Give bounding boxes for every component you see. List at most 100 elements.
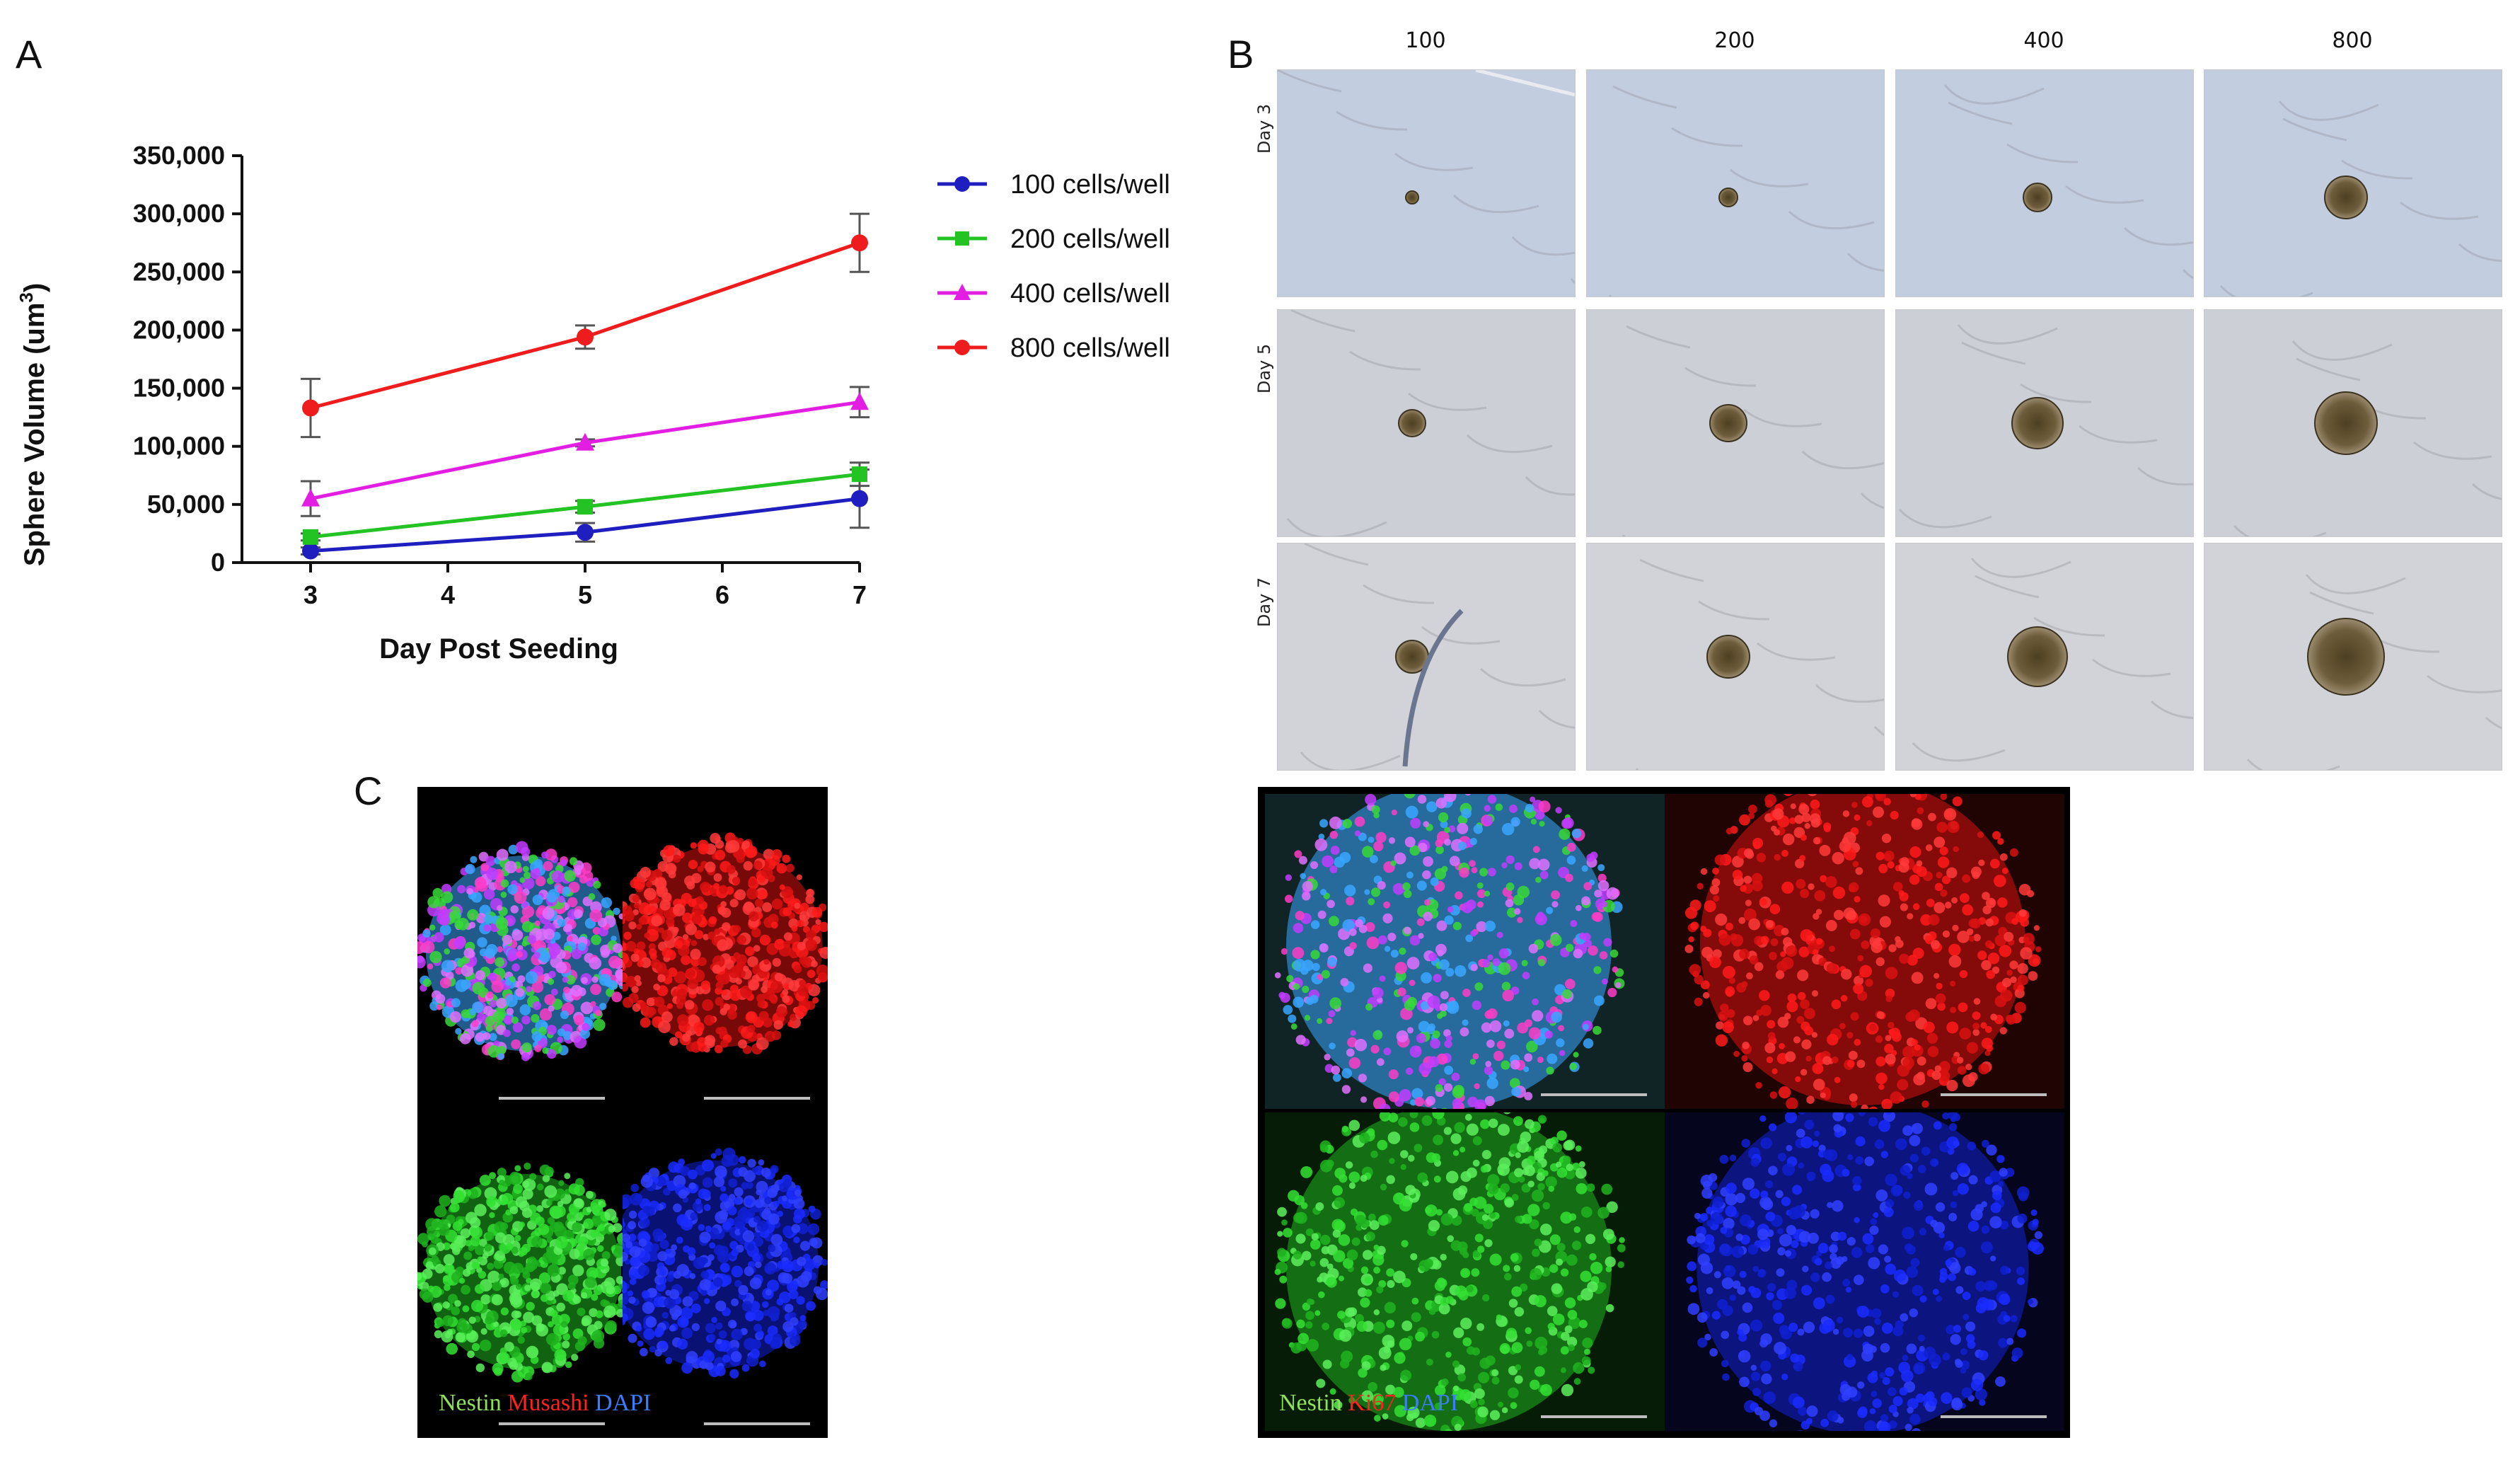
cell-debris xyxy=(1671,127,1743,147)
data-point xyxy=(955,231,969,246)
cell-debris xyxy=(1860,492,1884,510)
fluorescence-channel-blue xyxy=(1665,1094,2064,1454)
cell-cluster xyxy=(609,832,832,1055)
scale-bar xyxy=(499,1097,605,1100)
cell-debris xyxy=(1286,518,1387,536)
cell-debris xyxy=(2296,357,2361,381)
scale-bar xyxy=(499,1422,605,1425)
cell-cluster xyxy=(1274,768,1625,1126)
data-point xyxy=(302,542,319,560)
cell-debris xyxy=(1873,725,1884,737)
legend-item: 100 cells/well xyxy=(937,170,1170,200)
brightfield-grid: 100 200 400 800 Day 3 Day 5 Day 7 xyxy=(1254,28,2515,771)
y-tick-label: 0 xyxy=(211,548,225,577)
y-axis-label-end: ) xyxy=(19,283,50,292)
data-point xyxy=(954,284,971,300)
row-label-3: Day 7 xyxy=(1254,577,1274,628)
scale-bar xyxy=(704,1422,810,1425)
micrograph-tile xyxy=(2204,69,2502,297)
micrograph-tile xyxy=(1895,309,2194,537)
cell-cluster xyxy=(597,1147,829,1378)
cell-debris xyxy=(2341,159,2413,180)
series-2 xyxy=(301,461,869,545)
data-point xyxy=(954,340,970,355)
sphere xyxy=(2011,397,2064,449)
y-tick-label: 100,000 xyxy=(133,432,225,461)
x-axis-label: Day Post Seeding xyxy=(379,633,618,664)
y-axis-label: Sphere Volume (um3) xyxy=(16,283,50,566)
data-point xyxy=(851,490,868,507)
cell-debris xyxy=(1304,543,1369,566)
data-point xyxy=(577,524,594,541)
cell-debris xyxy=(2092,658,2171,677)
x-tick-label: 7 xyxy=(852,580,867,609)
cell-debris xyxy=(2233,524,2327,536)
channel-legend-label_3: DAPI xyxy=(595,1390,652,1416)
cell-debris xyxy=(1898,508,1992,529)
cell-debris xyxy=(2282,117,2347,142)
cell-debris xyxy=(1730,168,1809,188)
data-point xyxy=(302,399,319,417)
micrograph-tile xyxy=(2204,309,2502,537)
scale-bar xyxy=(1941,1415,2047,1418)
data-point xyxy=(850,392,869,410)
data-point xyxy=(301,488,320,507)
cell-debris xyxy=(2471,483,2502,500)
cell-debris xyxy=(1349,350,1421,371)
fluorescence-channel-red xyxy=(609,787,832,1112)
scale-bar xyxy=(704,1097,810,1100)
data-point xyxy=(577,499,593,515)
legend-item: 200 cells/well xyxy=(937,224,1170,254)
sphere xyxy=(1718,188,1738,207)
cell-debris xyxy=(1948,101,2013,125)
channel-legend-label_3: DAPI xyxy=(1401,1390,1459,1416)
x-tick-label: 3 xyxy=(304,580,318,609)
channel-legend: Nestin Musashi DAPI xyxy=(439,1390,651,1417)
series-4 xyxy=(301,212,869,439)
y-tick-label: 150,000 xyxy=(133,374,225,403)
cell-debris xyxy=(2309,591,2374,615)
cell-cluster xyxy=(412,1162,632,1383)
cell-debris xyxy=(2400,201,2479,220)
cell-debris xyxy=(1511,236,1575,256)
cell-debris xyxy=(2137,466,2193,486)
cell-debris xyxy=(1394,152,1474,171)
fluorescence-channel-green xyxy=(412,1112,632,1438)
cell-debris xyxy=(2182,268,2193,280)
cell-debris xyxy=(2123,226,2193,246)
cell-debris xyxy=(1525,476,1575,496)
row-label-1: Day 3 xyxy=(1254,103,1274,154)
column-label-200: 200 xyxy=(1714,28,1755,53)
y-axis-label-main: Sphere Volume (um xyxy=(19,303,50,567)
micrograph-tile xyxy=(1277,309,1576,537)
cell-debris xyxy=(2219,284,2313,297)
well-edge xyxy=(1402,609,1464,767)
cell-debris xyxy=(1363,584,1435,604)
sphere xyxy=(1706,635,1750,679)
cell-debris xyxy=(1466,434,1553,454)
sphere xyxy=(2023,183,2052,212)
cell-debris xyxy=(1278,70,1342,93)
fluorescence-channel-green xyxy=(1265,1088,1665,1444)
fluorescence-channel-red xyxy=(1665,764,2064,1120)
sphere xyxy=(2314,391,2378,455)
x-tick-label: 4 xyxy=(441,580,455,609)
cell-debris xyxy=(1612,85,1677,109)
cell-debris xyxy=(1970,558,2071,578)
channel-legend-label_2: Musashi xyxy=(507,1390,589,1416)
cell-debris xyxy=(1300,752,1401,770)
y-tick-label: 300,000 xyxy=(133,199,225,228)
sphere xyxy=(1709,404,1747,442)
micrograph-tile xyxy=(1586,69,1885,297)
cell-debris xyxy=(1626,325,1691,349)
column-label-400: 400 xyxy=(2023,28,2064,53)
fluorescence-channel-merge xyxy=(412,787,631,1112)
channel-legend-label_1: Nestin xyxy=(439,1390,502,1416)
cell-debris xyxy=(1788,210,1875,230)
cell-debris xyxy=(1975,575,2040,599)
sphere xyxy=(2307,618,2385,696)
micrograph-tile xyxy=(1277,69,1576,297)
cell-debris xyxy=(1421,626,1501,645)
cell-debris xyxy=(1452,194,1539,214)
panel-c-label: C xyxy=(354,769,383,813)
